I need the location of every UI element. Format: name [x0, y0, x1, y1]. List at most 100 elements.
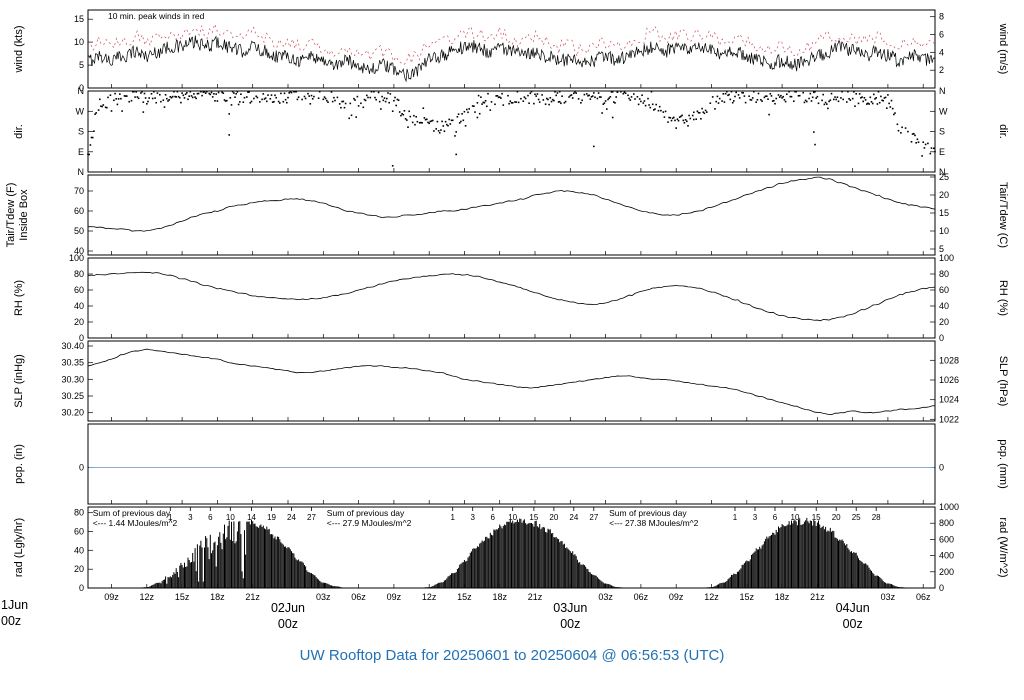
- rad-bar: [486, 536, 488, 588]
- rad-bar: [488, 538, 490, 588]
- dir-dot: [798, 94, 801, 97]
- dir-dot: [511, 102, 514, 104]
- rad-bar: [460, 563, 462, 588]
- dir-dot: [643, 100, 646, 102]
- rad-bar: [459, 564, 461, 588]
- dir-dot: [620, 90, 622, 93]
- rad-bar: [725, 581, 727, 588]
- dir-dot: [817, 102, 820, 105]
- rad-bar: [585, 566, 587, 588]
- dir-dot: [741, 91, 743, 94]
- y-tick-label: 1022: [939, 414, 959, 424]
- dir-dot: [104, 106, 107, 109]
- rad-bar: [601, 581, 603, 588]
- dir-dot: [756, 99, 759, 101]
- dir-dot: [89, 144, 92, 146]
- rad-bar: [867, 565, 869, 588]
- dir-dot: [744, 101, 747, 104]
- dir-dot: [489, 109, 492, 111]
- y-tick-label: 80: [74, 508, 84, 518]
- rad-bar: [778, 526, 779, 588]
- rad-bar: [839, 539, 841, 588]
- cum-label: 10: [226, 513, 235, 522]
- rad-bar: [158, 582, 160, 588]
- dir-dot: [790, 95, 793, 98]
- panel-frame: [87, 423, 936, 505]
- dir-dot: [143, 92, 146, 95]
- rad-bar: [746, 560, 748, 588]
- rad-bar: [802, 524, 804, 588]
- dir-dot: [330, 91, 333, 93]
- rad-bar: [576, 559, 578, 588]
- dir-dot: [683, 122, 686, 124]
- dir-dot: [836, 96, 839, 98]
- rad-bar: [836, 538, 838, 588]
- rad-bar: [787, 524, 789, 588]
- dir-dot: [137, 97, 140, 100]
- dir-dot: [423, 117, 426, 119]
- dir-dot: [629, 99, 632, 101]
- dir-dot: [357, 105, 360, 107]
- rad-bar: [166, 583, 168, 588]
- dir-dot: [846, 101, 848, 103]
- rad-bar: [214, 541, 216, 588]
- dir-dot: [794, 90, 796, 93]
- dir-dot: [255, 95, 257, 98]
- dir-dot: [516, 90, 519, 93]
- dir-dot: [407, 126, 409, 128]
- rad-bar: [518, 522, 520, 588]
- rad-bar: [178, 577, 180, 588]
- dir-dot: [703, 112, 706, 115]
- rad-bar: [735, 574, 737, 588]
- dir-dot: [386, 97, 388, 100]
- dir-dot: [90, 136, 93, 139]
- dir-dot: [729, 98, 732, 101]
- y-tick-label: 10: [74, 37, 84, 47]
- cum-label: 10: [791, 513, 800, 522]
- rad-bar: [240, 534, 242, 588]
- rad-bar: [525, 523, 527, 588]
- dir-dot: [674, 119, 676, 122]
- dir-dot: [924, 143, 927, 146]
- dir-dot: [534, 93, 536, 96]
- rad-bar: [721, 582, 723, 588]
- rad-bar: [756, 549, 758, 588]
- dir-dot: [642, 102, 645, 104]
- rad-bar: [438, 582, 440, 588]
- left-axis-title: SLP (inHg): [13, 354, 25, 408]
- dir-dot: [564, 100, 567, 103]
- rad-bar: [822, 525, 824, 588]
- rad-bar: [234, 543, 236, 588]
- rad-bar: [316, 578, 318, 588]
- dir-dot: [743, 95, 746, 97]
- y-tick-label: 25: [939, 172, 949, 182]
- dir-dot: [353, 97, 355, 100]
- rad-bar: [526, 524, 528, 588]
- rad-bar: [551, 533, 552, 588]
- rad-bar: [881, 579, 883, 588]
- rad-bar: [833, 531, 835, 588]
- dir-dot: [389, 93, 392, 95]
- dir-dot: [295, 90, 297, 93]
- x-tick-label: 12z: [704, 592, 719, 602]
- rad-bar: [267, 529, 269, 588]
- rad-bar: [593, 575, 595, 588]
- rad-bar: [236, 531, 238, 588]
- dir-dot: [535, 95, 537, 97]
- rad-bar: [213, 542, 215, 588]
- dir-dot: [921, 155, 923, 157]
- rad-bar: [819, 524, 821, 588]
- y-tick-label: 1024: [939, 395, 959, 405]
- rad-bar: [495, 529, 497, 588]
- y-tick-label: 5: [939, 244, 944, 254]
- dir-dot: [718, 97, 721, 100]
- dir-dot: [630, 96, 633, 98]
- x-tick-label: 03z: [598, 592, 613, 602]
- dir-dot: [536, 93, 539, 95]
- rad-bar: [896, 586, 898, 588]
- left-axis-title: pcp. (in): [13, 444, 25, 484]
- rad-bar: [291, 551, 292, 588]
- dir-dot: [384, 100, 387, 103]
- date-label: 1Jun: [1, 598, 28, 612]
